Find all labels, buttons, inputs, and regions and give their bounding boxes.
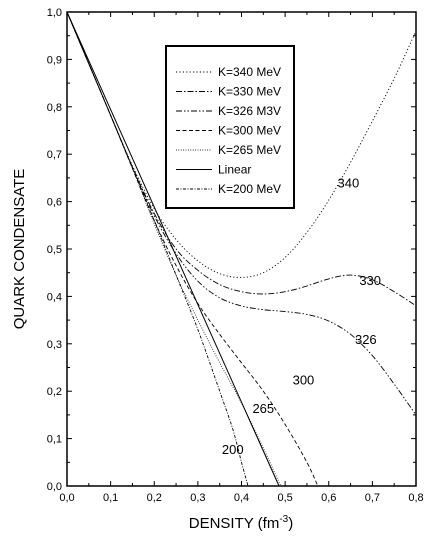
curve-labels: 340 330 326 300 265 200 xyxy=(222,176,381,457)
legend-label-0: K=340 MeV xyxy=(218,65,281,79)
legend-label-5: Linear xyxy=(218,163,251,177)
x-tick-label: 0,7 xyxy=(365,492,380,504)
x-axis-title: DENSITY (fm-3) xyxy=(189,514,293,532)
curve-label-1: 330 xyxy=(359,273,381,288)
x-tick-label: 0,6 xyxy=(321,492,336,504)
x-axis-title-close: ) xyxy=(288,515,293,532)
y-tick-label: 0,2 xyxy=(47,386,62,398)
series-line-5 xyxy=(66,11,280,487)
x-axis-title-superscript: -3 xyxy=(279,514,288,525)
y-tick-label: 1,0 xyxy=(47,7,62,19)
legend: K=340 MeV K=330 MeV K=326 M3V K=300 MeV K=26… xyxy=(165,45,295,209)
x-tick-label: 0,2 xyxy=(147,492,162,504)
x-tick-label: 0,3 xyxy=(190,492,205,504)
y-tick-label: 0,9 xyxy=(47,54,62,66)
x-tick-label: 0,1 xyxy=(103,492,118,504)
y-tick-label: 0,8 xyxy=(47,102,62,114)
y-tick-label: 0,4 xyxy=(47,291,62,303)
x-tick-label: 0,4 xyxy=(234,492,249,504)
data-curves xyxy=(66,11,417,487)
x-axis-title-main: DENSITY (fm xyxy=(189,515,280,532)
x-tick-label: 0,0 xyxy=(59,492,74,504)
x-tick-label: 0,5 xyxy=(277,492,292,504)
legend-box xyxy=(165,45,295,209)
y-tick-label: 0,0 xyxy=(47,481,62,493)
legend-label-2: K=326 M3V xyxy=(218,104,281,118)
legend-label-1: K=330 MeV xyxy=(218,85,281,99)
legend-label-6: K=200 MeV xyxy=(218,182,281,196)
curve-label-0: 340 xyxy=(338,176,360,191)
curve-label-6: 200 xyxy=(222,442,244,457)
axis-ticks: 0,0 0,1 0,2 0,3 0,4 0,5 0,6 0,7 0,8 0,0 0,1 0,2 0,3 0… xyxy=(47,7,424,504)
legend-label-4: K=265 MeV xyxy=(218,143,281,157)
y-tick-label: 0,6 xyxy=(47,197,62,209)
series-line-4 xyxy=(66,11,282,487)
curve-label-2: 326 xyxy=(355,332,377,347)
y-axis-title: QUARK CONDENSATE xyxy=(11,169,28,330)
legend-label-3: K=300 MeV xyxy=(218,124,281,138)
series-line-6 xyxy=(66,11,249,487)
curve-label-3: 300 xyxy=(293,372,315,387)
y-tick-label: 0,7 xyxy=(47,149,62,161)
x-tick-label: 0,8 xyxy=(408,492,423,504)
y-tick-label: 0,1 xyxy=(47,434,62,446)
y-tick-label: 0,5 xyxy=(47,244,62,256)
y-tick-label: 0,3 xyxy=(47,339,62,351)
curve-label-4: 265 xyxy=(252,401,274,416)
